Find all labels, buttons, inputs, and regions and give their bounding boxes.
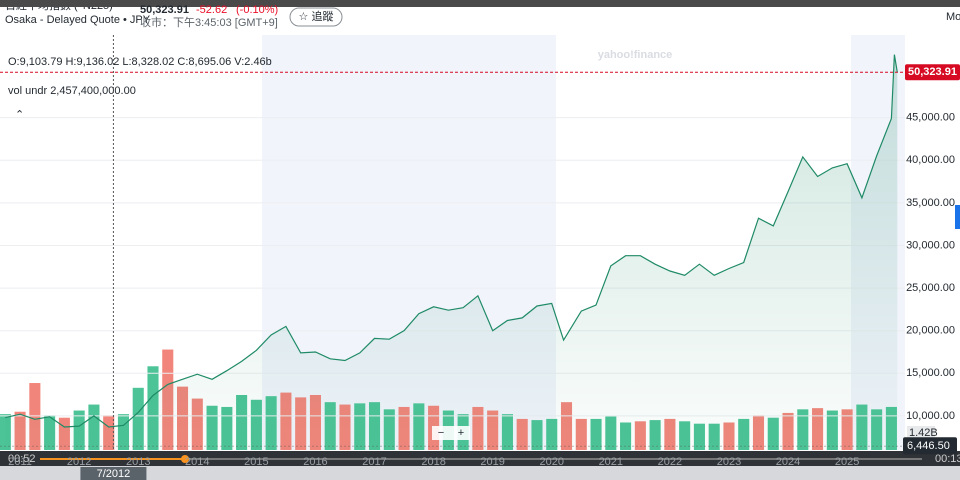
x-tick-label: 2024 [776,456,800,468]
x-tick-label: 2012 [67,456,91,468]
y-tick-label: 20,000.00 [906,325,955,337]
y-tick-label: 15,000.00 [906,367,955,379]
x-tick-label: 2018 [421,456,445,468]
crosshair-x-label: 7/2012 [97,468,131,480]
zoom-box [432,426,470,440]
x-tick-label: 2015 [244,456,268,468]
x-tick-label: 2013 [126,456,150,468]
x-tick-label: 2017 [362,456,386,468]
change-pct: (-0.10%) [236,4,278,16]
collapse[interactable]: ⌃ [15,109,24,121]
side-tab[interactable] [955,205,960,229]
x-tick-label: 2016 [303,456,327,468]
volume-tick-label: 1.42B [909,427,938,439]
x-tick-label: 2023 [717,456,741,468]
y-tick-label: 45,000.00 [906,112,955,124]
y-tick-label: 35,000.00 [906,197,955,209]
exchange: Osaka - Delayed Quote • JPY [5,14,151,26]
price-area [5,54,898,450]
ohlc: O:9,103.79 H:9,136.02 L:8,328.02 C:8,695… [8,56,272,68]
window-strip [0,0,960,7]
zoom-in[interactable]: + [458,427,464,439]
market-time: 收市：下午3:45:03 [GMT+9] [140,15,278,29]
change: -52.62 [196,4,227,16]
x-tick-label: 2020 [540,456,564,468]
volume-tick-box [907,426,935,440]
zoom-out[interactable]: − [438,427,444,439]
x-tick-label: 2019 [480,456,504,468]
x-tick-label: 2022 [658,456,682,468]
follow-button[interactable] [289,7,343,27]
y-tick-label: 30,000.00 [906,239,955,251]
x-tick-label: 2025 [835,456,859,468]
y-tick-label: 25,000.00 [906,282,955,294]
timeline-start: 00:52 [8,453,36,465]
plot [0,54,905,450]
price: 50,323.91 [140,4,189,16]
vol-text: vol undr 2,457,400,000.00 [8,85,136,97]
crosshair-x-box [80,467,147,480]
crosshair-y-box [903,437,957,455]
crosshair-y-label: 6,446.50 [907,440,950,452]
follow-label[interactable]: ☆ 追蹤 [299,9,334,23]
y-tick-label: 40,000.00 [906,154,955,166]
timeline-end: 00:13 [935,453,960,465]
x-tick-label: 2014 [185,456,209,468]
y-tick-label: 10,000.00 [906,410,955,422]
timeline-knob[interactable] [181,455,189,463]
more[interactable]: Mo [946,11,960,23]
footer [0,466,960,480]
x-tick-label: 2021 [599,456,623,468]
x-tick-label: 2011 [8,456,32,468]
axis-layer: 1.42B 10,000.00 15,000.00 20,000.00 25,000.0… [0,35,960,480]
price-line [5,54,898,428]
last-price-label: 50,323.91 [908,66,957,78]
volume-bar [29,383,41,450]
last-price-box [905,64,960,81]
watermark: yahoo!finance [598,49,673,61]
